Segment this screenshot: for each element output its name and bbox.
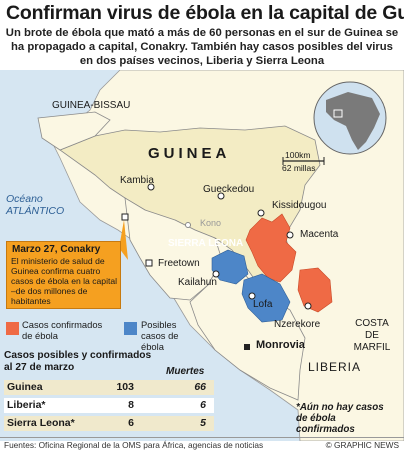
country-label-guinea-bissau: GUINEA-BISSAU	[52, 100, 131, 111]
city-dot-gueckedou	[217, 192, 225, 200]
city-dot-monrovia	[244, 344, 250, 350]
confirmed-area-guinea	[245, 213, 297, 283]
confirmed-area-nzerekore	[297, 267, 333, 313]
city-label-lofa: Lofa	[253, 299, 273, 310]
city-label-freetown: Freetown	[158, 258, 200, 269]
city-label-macenta: Macenta	[300, 229, 339, 240]
note-text: El ministerio de salud de Guinea confirm…	[11, 256, 118, 306]
city-label-kono: Kono	[200, 218, 222, 228]
city-dot-macenta	[286, 231, 294, 239]
city-dot-lofa	[248, 292, 256, 300]
table-row-country: Guinea	[7, 381, 43, 393]
globe-highlight	[333, 109, 343, 118]
city-dot-kono	[185, 222, 191, 228]
city-dot-conakry	[121, 213, 129, 221]
cases-table: Casos posibles y confirmados al 27 de ma…	[4, 350, 214, 431]
country-label-guinea: GUINEA	[148, 145, 231, 162]
city-label-kailahun: Kailahun	[178, 277, 217, 288]
possible-area-kailahun	[211, 249, 249, 285]
city-dot-kailahun	[212, 270, 220, 278]
footer: Fuentes: Oficina Regional de la OMS para…	[0, 437, 404, 453]
table-row-cases: 6	[128, 417, 134, 429]
city-dot-kambia	[147, 183, 155, 191]
table-deaths-header: Muertes	[166, 366, 205, 377]
city-label-monrovia: Monrovia	[256, 339, 305, 351]
country-label-liberia: LIBERIA	[308, 360, 362, 374]
table-row-cases: 8	[128, 399, 134, 411]
city-dot-freetown	[145, 259, 153, 267]
legend-confirmed-swatch	[6, 322, 19, 335]
country-label-sierra-leone: SIERRA LEONA	[168, 238, 244, 249]
legend-possible-swatch	[124, 322, 137, 335]
scale-label-km: 100km	[285, 150, 311, 160]
city-label-nzerekore: Nzerekore	[274, 319, 321, 330]
table-title: Casos posibles y confirmados al 27 de ma…	[4, 350, 152, 373]
country-label-ivory-coast: COSTA DE MARFIL	[353, 318, 391, 353]
credit-text: © GRAPHIC NEWS	[325, 440, 399, 450]
guinea-bissau-region	[37, 111, 111, 151]
possible-area-lofa	[241, 273, 291, 323]
conakry-note: Marzo 27, Conakry El ministerio de salud…	[6, 241, 121, 309]
scale-label-miles: 62 millas	[282, 163, 316, 173]
city-label-kissidougou: Kissidougou	[272, 200, 327, 211]
legend-possible-label: Posibles casos de ébola	[141, 319, 179, 352]
table-row: Liberia* 8 6	[4, 398, 214, 413]
table-row: Guinea 103 66	[4, 380, 214, 395]
note-date: Marzo 27, Conakry	[12, 244, 101, 255]
table-row-country: Liberia*	[7, 399, 46, 411]
city-dot-nzerekore	[304, 302, 312, 310]
map	[0, 70, 404, 441]
city-label-kambia: Kambia	[120, 175, 154, 186]
note-pointer	[119, 220, 128, 260]
city-dot-kissidougou	[257, 209, 265, 217]
table-row-deaths: 66	[194, 381, 206, 393]
sources-text: Fuentes: Oficina Regional de la OMS para…	[4, 440, 264, 450]
table-row-deaths: 6	[200, 399, 206, 411]
legend-confirmed-label: Casos confirmados de ébola	[22, 319, 103, 341]
table-row-cases: 103	[116, 381, 134, 393]
globe-africa	[326, 92, 380, 150]
table-footnote: *Aún no hay casos de ébola confirmados	[296, 402, 384, 435]
page-subtitle: Un brote de ébola que mató a más de 60 p…	[5, 27, 399, 67]
ocean-label: Océano ATLÁNTICO	[6, 193, 65, 217]
table-row-deaths: 5	[200, 417, 206, 429]
page-title: Confirman virus de ébola en la capital d…	[6, 2, 404, 24]
table-row-country: Sierra Leona*	[7, 417, 75, 429]
table-row: Sierra Leona* 6 5	[4, 416, 214, 431]
city-label-gueckedou: Gueckedou	[203, 184, 255, 195]
